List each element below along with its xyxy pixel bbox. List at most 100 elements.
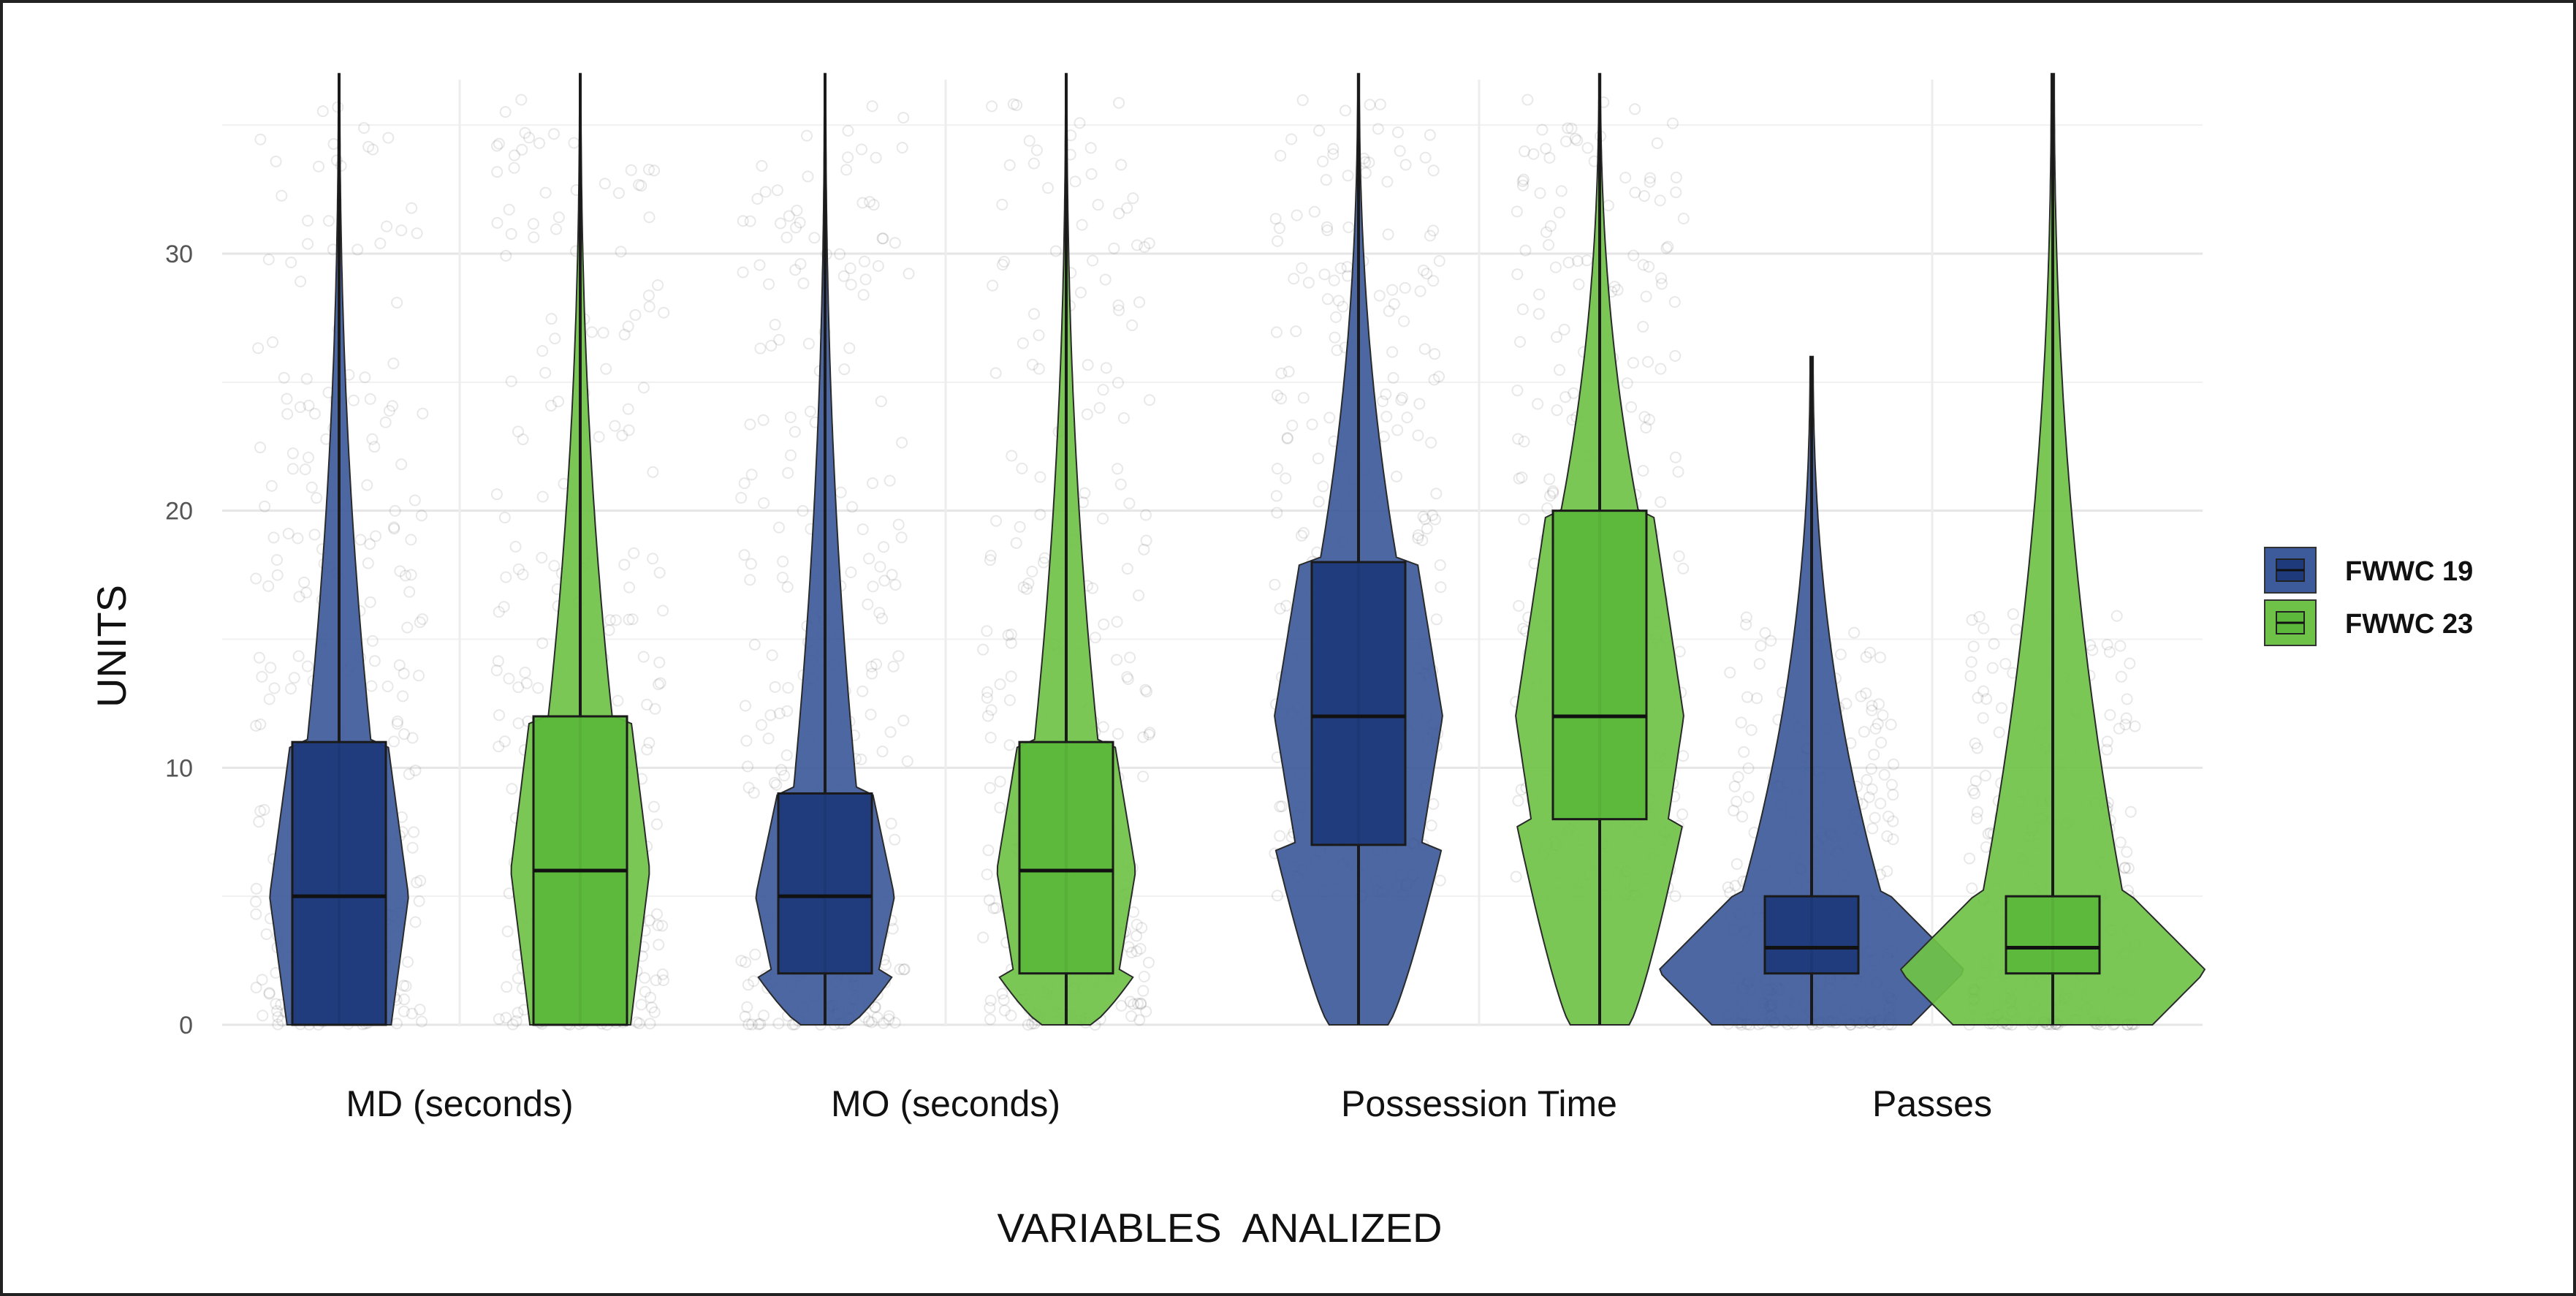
jitter-point (748, 975, 760, 988)
jitter-point (1395, 394, 1407, 406)
jitter-point (1866, 822, 1879, 835)
jitter-point (1738, 746, 1750, 758)
jitter-point (1547, 485, 1559, 497)
jitter-point (597, 327, 609, 339)
jitter-point (1374, 98, 1386, 110)
jitter-point (391, 297, 403, 309)
jitter-point (1290, 325, 1302, 338)
jitter-point (294, 401, 306, 414)
jitter-point (1144, 394, 1156, 406)
jitter-point (1881, 830, 1893, 842)
jitter-point (1970, 812, 1983, 825)
jitter-point (1644, 172, 1657, 184)
jitter-point (1986, 662, 1999, 674)
jitter-point (789, 264, 802, 276)
jitter-point (1581, 142, 1594, 154)
jitter-point (863, 1015, 875, 1028)
jitter-point (1312, 496, 1325, 508)
jitter-point (1022, 577, 1035, 590)
jitter-point (1627, 357, 1639, 369)
jitter-point (539, 366, 552, 379)
jitter-point (1137, 985, 1150, 997)
legend-label: FWWC 23 (2345, 609, 2473, 640)
jitter-point (1888, 758, 1900, 770)
jitter-point (1677, 212, 1690, 224)
jitter-point (808, 232, 821, 244)
jitter-point (1280, 599, 1293, 612)
jitter-point (1087, 254, 1099, 267)
jitter-point (1551, 404, 1563, 417)
jitter-point (548, 560, 561, 572)
jitter-point (1412, 532, 1424, 545)
box (2005, 895, 2101, 975)
jitter-point (1269, 213, 1282, 225)
jitter-point (1834, 648, 1847, 661)
jitter-point (491, 216, 504, 229)
jitter-point (1002, 629, 1014, 642)
jitter-point (1434, 874, 1446, 887)
jitter-point (379, 416, 392, 428)
jitter-point (361, 479, 373, 491)
jitter-point (1412, 529, 1424, 542)
jitter-point (2129, 720, 2141, 732)
jitter-point (757, 414, 770, 426)
jitter-point (1291, 209, 1303, 221)
jitter-point (649, 702, 661, 715)
jitter-point (1133, 296, 1146, 308)
jitter-point (1281, 433, 1293, 445)
jitter-point (984, 1013, 997, 1026)
jitter-point (866, 100, 878, 113)
jitter-point (406, 1007, 418, 1020)
jitter-point (758, 497, 770, 509)
jitter-point (1144, 727, 1156, 739)
jitter-point (1428, 374, 1440, 386)
jitter-point (406, 841, 419, 854)
jitter-point (1026, 358, 1038, 371)
jitter-point (414, 1004, 426, 1016)
jitter-point (838, 363, 851, 376)
jitter-point (1121, 671, 1133, 683)
jitter-point (270, 553, 283, 566)
jitter-point (1026, 565, 1038, 577)
jitter-point (652, 919, 664, 931)
jitter-point (2101, 735, 2113, 748)
jitter-point (1076, 219, 1088, 231)
jitter-point (863, 553, 875, 565)
jitter-point (1513, 472, 1525, 485)
jitter-point (1312, 452, 1324, 465)
jitter-point (1527, 148, 1540, 160)
jitter-point (756, 159, 768, 172)
jitter-point (643, 300, 656, 313)
jitter-point (889, 237, 901, 249)
jitter-point (1518, 513, 1530, 526)
jitter-point (801, 129, 813, 142)
jitter-point (1099, 273, 1112, 286)
jitter-point (362, 140, 375, 153)
jitter-point (498, 735, 511, 748)
jitter-point (1637, 464, 1649, 477)
jitter-point (2114, 640, 2127, 652)
jitter-point (1413, 398, 1426, 410)
jitter-point (1885, 719, 1897, 731)
jitter-point (493, 740, 505, 753)
jitter-point (1425, 819, 1437, 832)
jitter-point (1342, 221, 1355, 233)
jitter-point (1112, 727, 1124, 740)
jitter-point (411, 876, 423, 889)
jitter-point (262, 253, 275, 265)
jitter-point (1011, 99, 1023, 111)
jitter-point (1540, 143, 1552, 155)
jitter-point (368, 655, 381, 667)
jitter-point (398, 993, 411, 1006)
jitter-point (615, 246, 627, 258)
jitter-point (1027, 157, 1040, 170)
jitter-point (262, 580, 275, 592)
jitter-point (1629, 186, 1641, 199)
jitter-point (622, 320, 634, 333)
jitter-point (1288, 273, 1300, 285)
jitter-point (552, 211, 565, 224)
jitter-point (517, 568, 529, 580)
jitter-point (1296, 529, 1308, 542)
jitter-point (1417, 510, 1429, 523)
jitter-point (981, 868, 993, 881)
